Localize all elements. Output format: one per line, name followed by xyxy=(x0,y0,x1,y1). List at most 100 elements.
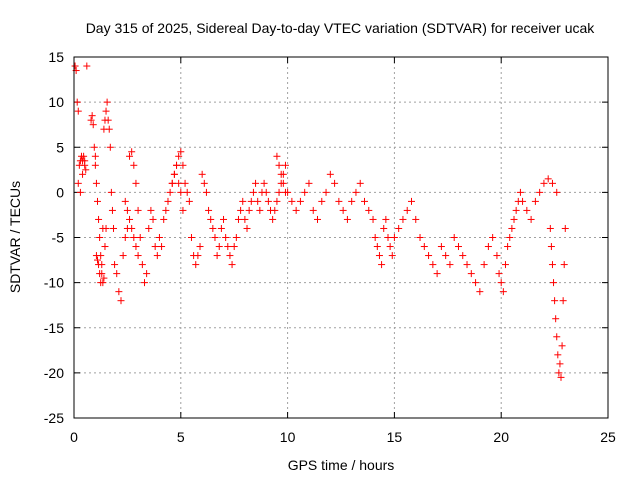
axis-ticks: 15 10 5 0 -5 -10 -15 -20 -25 0 5 10 15 20 25 xyxy=(44,49,616,445)
data-point xyxy=(269,215,277,223)
data-point xyxy=(103,98,111,106)
data-point xyxy=(412,215,420,223)
data-point xyxy=(175,152,183,160)
data-point xyxy=(275,161,283,169)
x-tick-label: 0 xyxy=(70,429,78,445)
data-point xyxy=(463,261,471,269)
data-point xyxy=(168,179,176,187)
data-point xyxy=(552,315,560,323)
data-point xyxy=(292,206,300,214)
data-point xyxy=(128,148,136,156)
data-point xyxy=(90,143,98,151)
data-point xyxy=(192,261,200,269)
data-point xyxy=(205,206,213,214)
data-point xyxy=(96,234,104,241)
data-point xyxy=(98,270,106,278)
data-point xyxy=(143,270,151,278)
data-point xyxy=(388,252,396,260)
data-point xyxy=(179,161,187,169)
data-point xyxy=(544,175,552,183)
data-point xyxy=(459,252,467,260)
data-point xyxy=(420,243,428,251)
data-point xyxy=(437,243,445,251)
data-point xyxy=(264,197,272,205)
data-point xyxy=(249,188,257,196)
data-point xyxy=(352,188,360,196)
data-point xyxy=(241,215,249,223)
data-point xyxy=(245,206,253,214)
data-point xyxy=(183,188,191,196)
data-point xyxy=(111,261,119,269)
data-point xyxy=(123,206,131,214)
data-point xyxy=(548,261,556,269)
data-point xyxy=(499,288,507,296)
data-point xyxy=(164,197,172,205)
y-tick-label: 5 xyxy=(56,139,64,155)
data-point xyxy=(140,279,148,287)
data-point xyxy=(256,206,264,214)
data-point xyxy=(177,148,185,156)
y-tick-label: -20 xyxy=(44,365,64,381)
data-point xyxy=(237,206,245,214)
data-point xyxy=(252,179,260,187)
data-point xyxy=(158,243,166,251)
data-point xyxy=(512,206,520,214)
data-point xyxy=(149,215,157,223)
data-point xyxy=(403,206,411,214)
data-point xyxy=(132,243,140,251)
data-point xyxy=(98,261,106,269)
x-tick-label: 5 xyxy=(177,429,185,445)
data-point xyxy=(288,197,296,205)
data-point xyxy=(166,188,174,196)
data-point xyxy=(93,256,101,264)
data-point xyxy=(224,243,232,251)
data-point xyxy=(550,279,558,287)
data-point xyxy=(179,206,187,214)
data-point xyxy=(331,179,339,187)
data-point xyxy=(284,188,292,196)
data-point xyxy=(527,215,535,223)
data-point xyxy=(510,215,518,223)
data-point xyxy=(561,224,569,232)
data-point xyxy=(523,206,531,214)
data-point xyxy=(386,243,394,251)
data-point xyxy=(89,121,97,129)
data-point xyxy=(200,179,208,187)
grid-lines xyxy=(74,57,608,418)
data-point xyxy=(480,261,488,269)
data-point xyxy=(126,152,134,160)
data-point xyxy=(230,243,238,251)
data-point xyxy=(335,197,343,205)
data-point xyxy=(198,170,206,178)
data-point xyxy=(375,252,383,260)
data-point xyxy=(472,279,480,287)
data-point xyxy=(130,161,138,169)
data-point xyxy=(467,270,475,278)
data-point xyxy=(134,206,142,214)
data-point xyxy=(91,152,99,160)
data-point xyxy=(348,197,356,205)
data-point xyxy=(519,197,527,205)
plot-border xyxy=(73,56,609,419)
data-point xyxy=(371,234,379,241)
data-point xyxy=(506,234,514,241)
data-point xyxy=(181,179,189,187)
data-point xyxy=(76,188,84,196)
data-points xyxy=(71,62,569,381)
data-point xyxy=(553,333,561,341)
data-point xyxy=(145,224,153,232)
y-tick-label: 15 xyxy=(48,49,64,65)
data-point xyxy=(547,243,555,251)
data-point xyxy=(226,252,234,260)
data-point xyxy=(556,360,564,368)
data-point xyxy=(222,234,230,241)
data-point xyxy=(273,152,281,160)
data-point xyxy=(187,234,195,241)
data-point xyxy=(147,206,155,214)
x-tick-label: 20 xyxy=(493,429,509,445)
data-point xyxy=(301,188,309,196)
y-tick-label: -15 xyxy=(44,320,64,336)
data-point xyxy=(399,215,407,223)
data-point xyxy=(495,270,503,278)
data-point xyxy=(104,116,112,124)
